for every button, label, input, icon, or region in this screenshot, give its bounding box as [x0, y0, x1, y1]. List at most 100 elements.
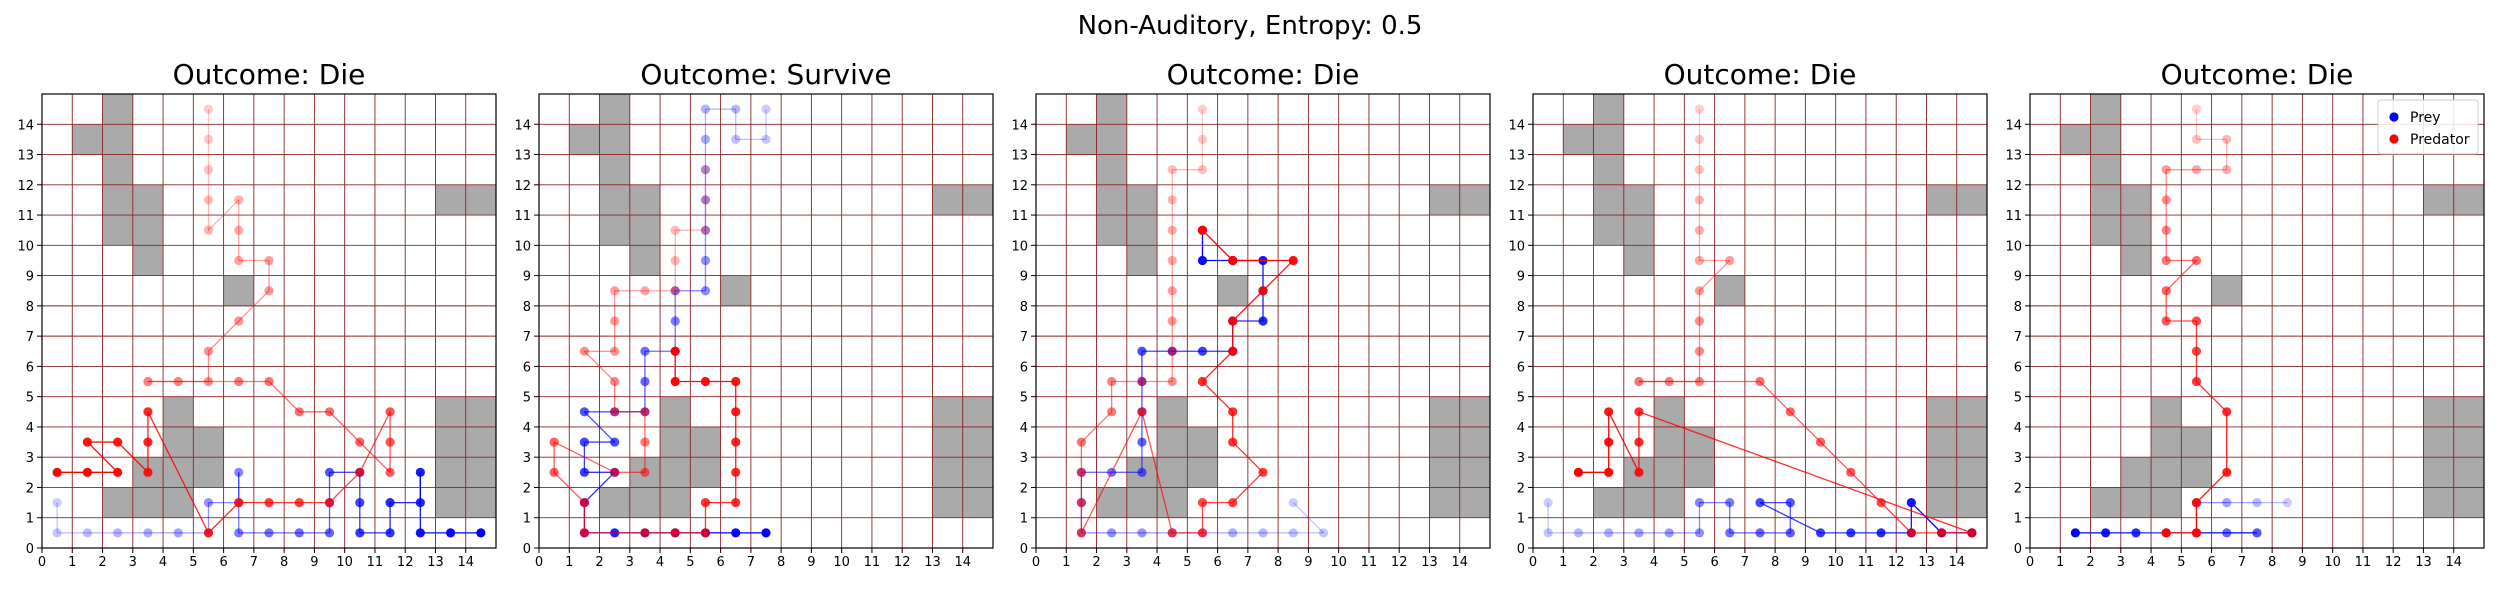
obstacle-cell — [132, 184, 164, 216]
predator-point — [1197, 165, 1208, 175]
prey-point — [1543, 498, 1553, 508]
obstacle-cell — [660, 457, 691, 488]
obstacle-cell — [932, 396, 963, 427]
x-tick-label: 4 — [159, 555, 167, 570]
predator-point — [234, 498, 244, 508]
x-tick-label: 12 — [397, 555, 414, 570]
predator-path-segment — [1880, 502, 1912, 534]
axes-frame — [538, 93, 994, 549]
predator-point — [2191, 255, 2202, 266]
prey-point — [1694, 498, 1705, 508]
y-tick-label: 1 — [523, 512, 531, 527]
y-tick-label: 6 — [2014, 360, 2022, 375]
obstacle-cell — [1096, 154, 1127, 185]
y-tick-label: 11 — [1011, 209, 1028, 224]
y-tick-label: 5 — [1517, 391, 1525, 406]
predator-point — [670, 286, 680, 296]
obstacle-cell — [2423, 396, 2454, 427]
predator-point — [143, 467, 153, 477]
predator-point — [2161, 225, 2171, 235]
y-tick-label: 0 — [26, 542, 34, 557]
y-tick-label: 4 — [523, 421, 531, 436]
predator-point — [2191, 316, 2202, 326]
obstacle-cell — [193, 457, 224, 488]
obstacle-cell — [932, 184, 963, 216]
predator-path-segment — [1699, 260, 1731, 292]
predator-path-segment — [1232, 290, 1264, 322]
obstacle-cell — [629, 184, 661, 216]
obstacle-cell — [223, 275, 254, 306]
axes-frame — [2029, 93, 2485, 549]
obstacle-cell — [2423, 457, 2454, 488]
predator-point — [264, 376, 274, 387]
y-tick-label: 4 — [1020, 421, 1028, 436]
obstacle-cell — [2423, 184, 2454, 216]
y-tick-label: 2 — [2014, 481, 2022, 496]
predator-point — [549, 467, 559, 477]
x-tick-label: 8 — [1274, 555, 1282, 570]
prey-point — [1815, 528, 1826, 538]
x-tick-label: 2 — [98, 555, 106, 570]
prey-point — [1197, 346, 1208, 356]
prey-point — [610, 437, 620, 447]
predator-path-segment — [1232, 471, 1264, 504]
predator-point — [610, 407, 620, 417]
predator-point — [324, 407, 335, 417]
predator-path-segment — [1080, 411, 1143, 534]
predator-point — [294, 498, 304, 508]
obstacle-cell — [465, 426, 496, 458]
predator-point — [1197, 225, 1208, 235]
prey-point — [355, 528, 365, 538]
obstacle-cell — [1459, 426, 1490, 458]
predator-point — [1228, 498, 1238, 508]
x-tick-label: 6 — [1710, 555, 1718, 570]
predator-point — [2222, 134, 2232, 144]
obstacle-cell — [1096, 184, 1127, 216]
predator-point — [2161, 195, 2171, 205]
obstacle-cell — [2120, 457, 2152, 488]
obstacle-cell — [1459, 184, 1490, 216]
obstacle-cell — [2120, 184, 2152, 216]
obstacle-cell — [2423, 487, 2454, 518]
obstacle-cell — [962, 396, 993, 427]
obstacle-cell — [599, 184, 630, 216]
predator-point — [1725, 255, 1735, 266]
x-tick-label: 1 — [565, 555, 573, 570]
y-tick-label: 8 — [2014, 300, 2022, 315]
prey-point — [2222, 528, 2232, 538]
y-tick-label: 2 — [523, 481, 531, 496]
obstacle-cell — [2120, 215, 2152, 246]
predator-point — [52, 467, 62, 477]
predator-point — [1785, 407, 1795, 417]
obstacle-cell — [1187, 426, 1218, 458]
prey-point — [640, 346, 650, 356]
obstacle-cell — [599, 215, 630, 246]
x-tick-label: 10 — [833, 555, 850, 570]
predator-point — [1167, 376, 1177, 387]
y-tick-label: 14 — [1011, 118, 1028, 133]
prey-legend-marker — [2389, 112, 2399, 122]
legend: Prey Predator — [2377, 99, 2479, 155]
prey-path-segment — [583, 411, 616, 443]
predator-point — [1137, 376, 1147, 387]
obstacle-cell — [1593, 124, 1624, 155]
obstacle-cell — [1654, 396, 1685, 427]
x-tick-label: 11 — [864, 555, 881, 570]
predator-point — [1694, 286, 1705, 296]
obstacle-cell — [1684, 457, 1715, 488]
predator-point — [2191, 376, 2202, 387]
predator-point — [1967, 528, 1977, 538]
y-tick-label: 2 — [26, 481, 34, 496]
predator-path-segment — [2196, 471, 2228, 504]
obstacle-cell — [1654, 426, 1685, 458]
obstacle-cell — [72, 124, 103, 155]
y-tick-label: 8 — [26, 300, 34, 315]
y-tick-label: 4 — [1517, 421, 1525, 436]
y-tick-label: 10 — [17, 239, 34, 254]
y-tick-label: 11 — [514, 209, 531, 224]
x-tick-label: 6 — [1213, 555, 1221, 570]
prey-point — [1318, 528, 1329, 538]
obstacle-cell — [1217, 275, 1248, 306]
